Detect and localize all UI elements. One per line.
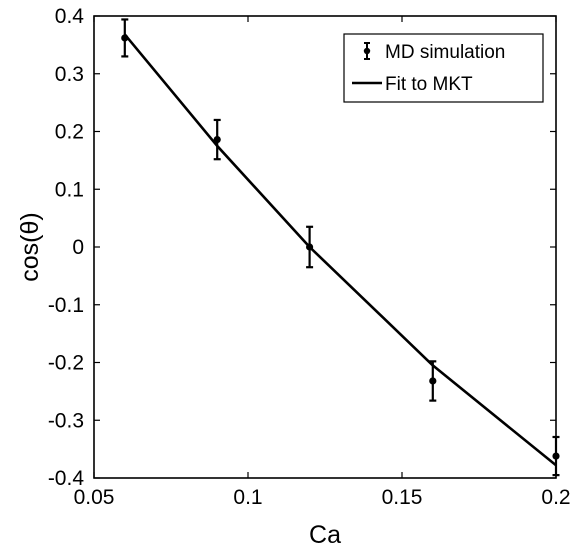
y-axis-label: cos(θ) <box>16 212 44 281</box>
x-axis-label: Ca <box>309 521 341 547</box>
y-tick-label: -0.4 <box>48 467 85 490</box>
y-tick-label: 0.1 <box>55 178 84 201</box>
y-tick-label: -0.2 <box>48 352 84 375</box>
legend-label-md: MD simulation <box>385 42 505 63</box>
y-tick-label: 0.4 <box>55 5 85 28</box>
y-tick-label: 0.2 <box>55 121 84 144</box>
tick-labels: 0.05 0.1 0.15 0.2 0.4 0.3 0.2 0.1 0 -0.1 -0.2 -0.3 -… <box>48 5 571 509</box>
x-tick-label: 0.2 <box>541 486 570 509</box>
legend-label-fit: Fit to MKT <box>385 74 473 95</box>
x-tick-label: 0.05 <box>74 486 115 509</box>
data-marker <box>429 377 437 385</box>
data-marker <box>121 34 129 42</box>
md-point <box>429 360 437 402</box>
data-marker <box>306 243 314 251</box>
y-tick-label: -0.1 <box>48 294 84 317</box>
md-point <box>552 435 560 477</box>
md-point <box>121 18 129 58</box>
y-tick-label: 0 <box>72 236 84 259</box>
data-marker <box>552 452 560 460</box>
legend-box <box>343 33 544 103</box>
legend-marker-md <box>363 42 371 60</box>
legend: MD simulation Fit to MKT <box>343 33 544 103</box>
md-points-layer <box>121 18 560 477</box>
md-point <box>213 118 221 161</box>
y-tick-label: 0.3 <box>55 63 84 86</box>
md-point <box>306 225 314 269</box>
y-tick-label: -0.3 <box>48 409 84 432</box>
x-tick-label: 0.15 <box>382 486 423 509</box>
data-marker <box>213 135 221 144</box>
x-tick-label: 0.1 <box>233 486 262 509</box>
